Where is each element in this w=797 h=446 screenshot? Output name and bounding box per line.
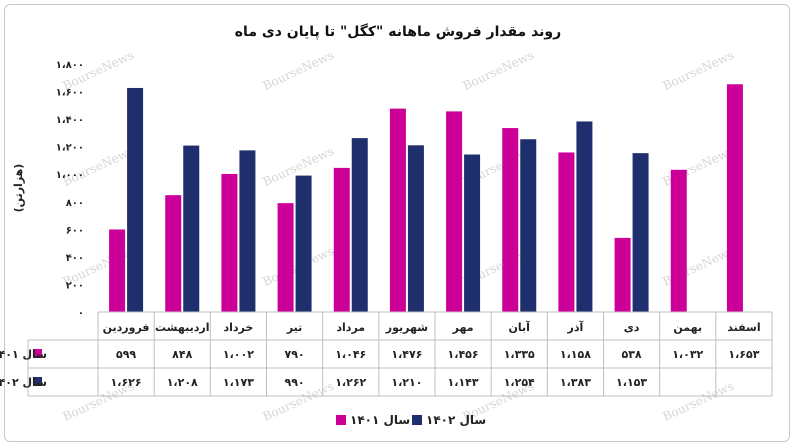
x-tick-label: آذر xyxy=(567,320,584,334)
x-tick-label: شهریور xyxy=(385,321,428,334)
legend-key-series1 xyxy=(336,415,346,425)
bar-series2 xyxy=(351,138,368,312)
data-label: ۱،۲۶۲ xyxy=(335,376,366,389)
x-tick-label: دی xyxy=(624,321,640,334)
x-tick-label: اسفند xyxy=(727,321,760,334)
table-series-key xyxy=(33,377,42,386)
bar-series1 xyxy=(446,111,463,312)
x-tick-label: فروردین xyxy=(103,321,150,334)
data-label: ۱،۱۵۳ xyxy=(616,376,647,389)
data-label: ۱،۳۳۵ xyxy=(504,348,535,361)
bar-series1 xyxy=(502,128,519,312)
bar-series1 xyxy=(614,237,631,312)
bar-series2 xyxy=(183,145,200,312)
x-tick-label: تیر xyxy=(286,321,302,334)
bar-series2 xyxy=(464,154,481,312)
table-series-key xyxy=(33,349,42,358)
table-series-name: سال ۱۴۰۲ xyxy=(0,376,47,389)
bar-series1 xyxy=(726,84,743,313)
y-tick-label: ۴۰۰ xyxy=(66,253,84,264)
data-label: ۱،۱۵۸ xyxy=(560,348,591,361)
watermark-text: BourseNews xyxy=(261,48,337,93)
y-tick-label: ۱،۶۰۰ xyxy=(56,88,84,99)
legend-label-series1: سال ۱۴۰۱ xyxy=(350,413,410,427)
y-tick-label: ۱،۲۰۰ xyxy=(56,143,84,154)
legend-key-series2 xyxy=(412,415,422,425)
y-tick-label: ۰ xyxy=(78,308,84,319)
data-label: ۱،۴۷۶ xyxy=(391,348,422,361)
data-label: ۱،۳۸۳ xyxy=(560,376,591,389)
y-axis-label: (هزارتن) xyxy=(12,164,25,213)
y-tick-label: ۱،۴۰۰ xyxy=(56,115,84,126)
bar-series2 xyxy=(576,121,593,312)
y-tick-label: ۲۰۰ xyxy=(66,280,84,291)
y-tick-label: ۱،۸۰۰ xyxy=(56,60,84,71)
bar-series2 xyxy=(295,175,312,312)
data-label: ۱،۴۵۶ xyxy=(448,348,479,361)
x-tick-label: اردیبهشت xyxy=(155,321,209,334)
data-label: ۸۴۸ xyxy=(172,348,192,361)
data-label: ۵۹۹ xyxy=(116,348,136,361)
data-label: ۱،۲۵۴ xyxy=(504,376,535,389)
watermark-text: BourseNews xyxy=(661,48,737,93)
data-label: ۵۳۸ xyxy=(622,348,642,361)
bar-series1 xyxy=(109,229,126,312)
data-label: ۱،۱۴۳ xyxy=(448,376,479,389)
bar-series1 xyxy=(670,169,687,312)
legend-label-series2: سال ۱۴۰۲ xyxy=(426,413,486,427)
data-label: ۱،۲۰۸ xyxy=(167,376,198,389)
data-label: ۱،۱۷۳ xyxy=(223,376,254,389)
bar-series1 xyxy=(221,173,238,312)
bar-series1 xyxy=(333,167,350,312)
x-tick-label: مرداد xyxy=(336,321,365,334)
watermark-text: BourseNews xyxy=(461,48,537,93)
data-label: ۷۹۰ xyxy=(285,348,305,361)
y-tick-label: ۶۰۰ xyxy=(66,225,84,236)
y-tick-label: ۸۰۰ xyxy=(66,198,84,209)
bar-series1 xyxy=(165,195,182,312)
bar-series1 xyxy=(277,203,294,312)
bar-series1 xyxy=(389,108,406,312)
data-label: ۱،۰۳۲ xyxy=(672,348,703,361)
x-tick-label: خرداد xyxy=(223,321,253,334)
data-label: ۱،۰۰۲ xyxy=(223,348,254,361)
bar-series2 xyxy=(520,139,537,312)
x-tick-label: بهمن xyxy=(673,321,702,334)
data-label: ۹۹۰ xyxy=(285,376,305,389)
bar-series2 xyxy=(127,87,144,313)
chart-title: روند مقدار فروش ماهانه "کگل" تا پایان دی… xyxy=(235,23,561,40)
x-tick-label: مهر xyxy=(452,321,474,334)
bar-series2 xyxy=(407,145,424,312)
bar-series2 xyxy=(239,150,256,312)
x-tick-label: آبان xyxy=(509,320,531,334)
y-tick-label: ۱،۰۰۰ xyxy=(56,170,84,181)
data-label: ۱،۶۵۳ xyxy=(728,348,759,361)
watermark-text: BourseNews xyxy=(661,379,737,424)
data-label: ۱،۰۴۶ xyxy=(335,348,366,361)
bar-series1 xyxy=(558,152,575,312)
bar-series2 xyxy=(632,153,649,312)
data-label: ۱،۶۲۶ xyxy=(111,376,142,389)
table-series-name: سال ۱۴۰۱ xyxy=(0,348,47,361)
data-label: ۱،۲۱۰ xyxy=(391,376,422,389)
